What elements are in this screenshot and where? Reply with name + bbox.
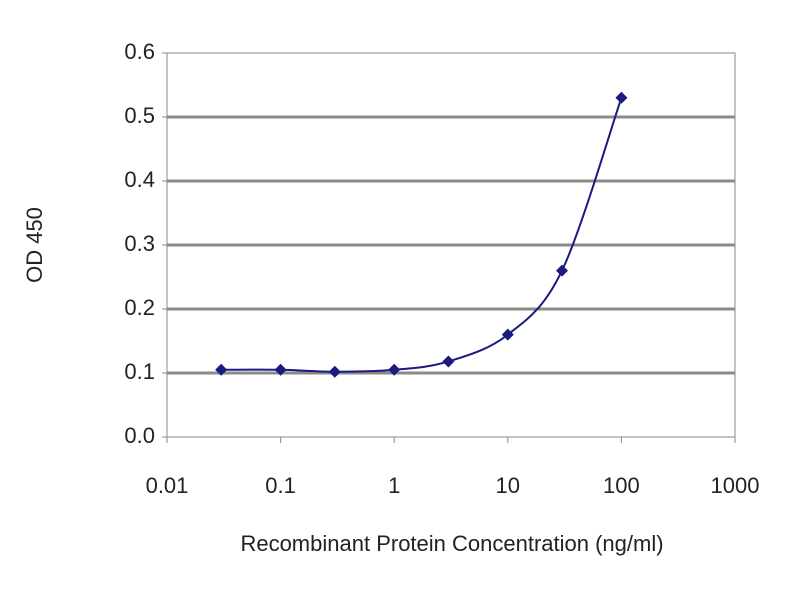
data-point [388, 363, 401, 376]
x-tick-label: 1000 [711, 473, 760, 498]
data-point [274, 363, 287, 376]
x-tick-label: 1 [388, 473, 400, 498]
x-tick-label: 10 [496, 473, 520, 498]
x-axis-label: Recombinant Protein Concentration (ng/ml… [240, 531, 663, 556]
y-axis-label: OD 450 [22, 207, 47, 283]
data-point [501, 328, 514, 341]
y-tick-label: 0.6 [124, 39, 155, 64]
x-tick-label: 0.1 [265, 473, 296, 498]
x-tick-label: 100 [603, 473, 640, 498]
data-point [328, 365, 341, 378]
data-point [215, 363, 228, 376]
y-tick-label: 0.2 [124, 295, 155, 320]
y-tick-label: 0.0 [124, 423, 155, 448]
y-tick-label: 0.1 [124, 359, 155, 384]
data-point [615, 91, 628, 104]
y-tick-label: 0.5 [124, 103, 155, 128]
x-tick-label: 0.01 [146, 473, 189, 498]
y-tick-label: 0.4 [124, 167, 155, 192]
data-point [442, 355, 455, 368]
y-tick-label: 0.3 [124, 231, 155, 256]
data-point [556, 264, 569, 277]
